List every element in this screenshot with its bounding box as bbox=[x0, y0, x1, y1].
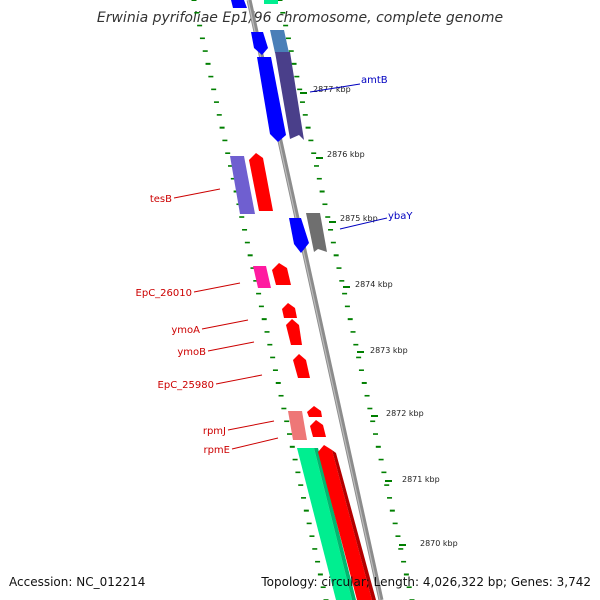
gene-red-big[interactable] bbox=[318, 445, 372, 600]
reverse-strand-genes bbox=[230, 0, 376, 600]
gene-label-amtB[interactable]: amtB bbox=[361, 75, 388, 86]
gene-label-ymoA[interactable]: ymoA bbox=[171, 325, 200, 336]
gene-slate-amtB[interactable] bbox=[275, 52, 304, 140]
gene-label-EpC_26010[interactable]: EpC_26010 bbox=[136, 288, 192, 299]
gene-red-EpC_26010[interactable] bbox=[272, 263, 291, 285]
right-tick-track bbox=[277, 0, 415, 600]
leader-EpC_25980 bbox=[215, 374, 263, 385]
gene-salmon-rpmJ[interactable] bbox=[288, 411, 307, 440]
gene-blue-amtB[interactable] bbox=[257, 57, 286, 142]
left-tick-track bbox=[191, 0, 329, 600]
gene-red-ymoA[interactable] bbox=[282, 303, 297, 318]
gene-red-tesB[interactable] bbox=[249, 153, 273, 211]
scale-label: 2873 kbp bbox=[370, 346, 408, 355]
gene-red-rpmE[interactable] bbox=[310, 420, 326, 437]
gene-gray-ybaY[interactable] bbox=[306, 213, 327, 252]
scale-label: 2871 kbp bbox=[402, 475, 440, 484]
accession-text: Accession: NC_012214 bbox=[9, 575, 146, 589]
leader-ymoB bbox=[207, 341, 255, 352]
map-title: Erwinia pyrifoliae Ep1/96 chromosome, co… bbox=[96, 10, 504, 26]
gene-steel[interactable] bbox=[270, 30, 289, 53]
scale-markers: 2877 kbp 2876 kbp 2875 kbp 2874 kbp 2873… bbox=[300, 85, 458, 548]
leader-amtB bbox=[309, 83, 361, 93]
scale-label: 2876 kbp bbox=[327, 150, 365, 159]
gene-label-tesB[interactable]: tesB bbox=[150, 194, 172, 205]
gene-red-EpC_25980[interactable] bbox=[293, 354, 310, 378]
gene-label-group: amtB ybaY tesB EpC_26010 ymoA ymoB EpC_2… bbox=[136, 75, 414, 456]
leader-rpmE bbox=[231, 437, 279, 450]
gene-label-ymoB[interactable]: ymoB bbox=[177, 347, 206, 358]
gene-label-ybaY[interactable]: ybaY bbox=[388, 211, 413, 222]
gene-purple-tesB[interactable] bbox=[230, 156, 255, 214]
gene-green-top[interactable] bbox=[264, 0, 278, 4]
topology-text: Topology: circular; Length: 4,026,322 bp… bbox=[261, 575, 591, 589]
gene-red-rpmJ[interactable] bbox=[307, 406, 322, 417]
scale-label: 2870 kbp bbox=[420, 539, 458, 548]
gene-blue-ybaY[interactable] bbox=[289, 218, 309, 253]
leader-rpmJ bbox=[227, 420, 275, 431]
label-leaders bbox=[173, 83, 388, 450]
leader-ymoA bbox=[201, 319, 249, 330]
scale-label: 2872 kbp bbox=[386, 409, 424, 418]
gene-label-rpmE[interactable]: rpmE bbox=[203, 445, 230, 456]
gene-blue-top[interactable] bbox=[231, 0, 247, 8]
scale-label: 2875 kbp bbox=[340, 214, 378, 223]
scale-label: 2874 kbp bbox=[355, 280, 393, 289]
gene-green-big[interactable] bbox=[297, 448, 352, 600]
gene-label-rpmJ[interactable]: rpmJ bbox=[203, 426, 226, 437]
gene-green-big-edge bbox=[314, 448, 356, 600]
gene-blue-2[interactable] bbox=[251, 32, 268, 55]
scale-label: 2877 kbp bbox=[313, 85, 351, 94]
gene-pink-EpC_26010[interactable] bbox=[253, 266, 271, 288]
gene-label-EpC_25980[interactable]: EpC_25980 bbox=[158, 380, 214, 391]
gene-red-ymoB[interactable] bbox=[286, 319, 302, 345]
leader-tesB bbox=[173, 188, 221, 199]
gene-red-big-edge bbox=[332, 450, 376, 600]
leader-ybaY bbox=[339, 217, 388, 230]
forward-strand-genes bbox=[264, 0, 356, 600]
leader-EpC_26010 bbox=[193, 282, 241, 293]
